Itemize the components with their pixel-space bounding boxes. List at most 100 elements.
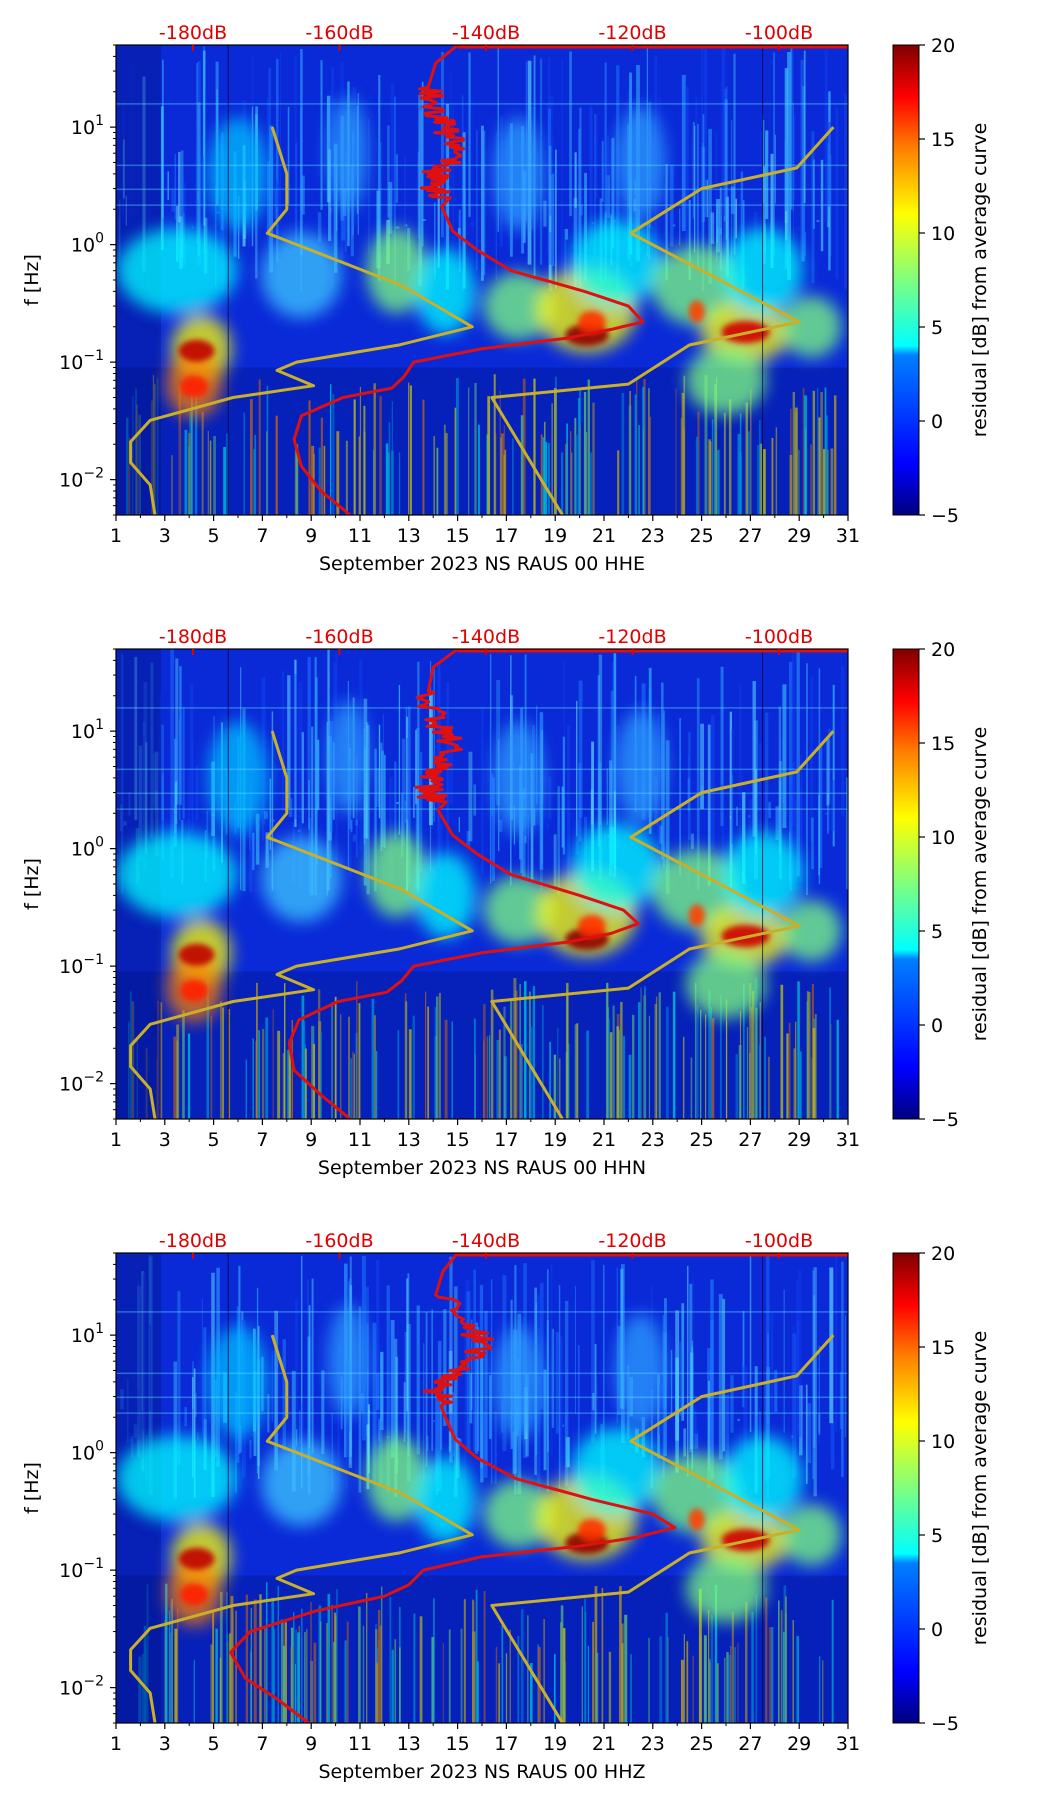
spectrogram-streak xyxy=(271,1350,274,1422)
spectrogram-streak xyxy=(778,780,782,810)
spectrogram-spike xyxy=(592,1621,594,1723)
spectrogram-streak xyxy=(496,680,501,806)
mean-psd-curve xyxy=(292,45,645,515)
spectrogram-streak xyxy=(307,1279,309,1493)
spectrogram-streak xyxy=(390,1320,395,1458)
spectrogram-spike xyxy=(168,1610,171,1723)
spectrogram-spike xyxy=(547,442,550,515)
x-tick-label: 27 xyxy=(738,1733,762,1755)
spectrogram-spike xyxy=(346,1621,349,1723)
spectrogram-streak xyxy=(301,1402,304,1452)
spectrogram-streak xyxy=(748,815,751,818)
spectrogram-spike xyxy=(512,438,514,515)
spectrogram-streak xyxy=(394,761,397,841)
x-tick-label: 17 xyxy=(494,1733,518,1755)
colorbar-tick-label: 5 xyxy=(931,317,943,339)
spectrogram-spike xyxy=(178,385,182,515)
db-tick-label: -160dB xyxy=(305,1230,373,1252)
spectrogram-spike xyxy=(788,1022,791,1119)
spectrogram-streak xyxy=(794,801,797,884)
spectrogram-spike xyxy=(717,1663,719,1723)
spectrogram-spike xyxy=(188,433,191,515)
spectrogram-streak xyxy=(197,1432,199,1441)
spectrogram-spike xyxy=(359,1606,361,1723)
energy-blob xyxy=(781,900,842,962)
spectrogram-spike xyxy=(277,1585,280,1723)
energy-blob xyxy=(117,831,237,918)
spectrogram-spike xyxy=(759,443,762,515)
spectrogram-streak xyxy=(174,781,178,824)
spectrogram-spike xyxy=(245,1594,249,1723)
spectrogram-spike xyxy=(375,1051,378,1119)
y-tick-label: 101 xyxy=(71,717,104,743)
spectrogram-streak xyxy=(549,215,552,233)
energy-hotspot xyxy=(577,1518,606,1541)
energy-blob xyxy=(615,709,666,824)
spectrogram-spike xyxy=(820,391,823,515)
spectrogram-streak xyxy=(437,1341,442,1492)
spectrogram-spike xyxy=(648,1637,650,1723)
spectrogram-streak xyxy=(830,154,832,257)
spectrogram-streak xyxy=(301,732,304,824)
spectrogram-spike xyxy=(640,987,642,1119)
spectrogram-spike xyxy=(836,1019,839,1119)
energy-blob xyxy=(781,296,842,358)
spectrogram-streak xyxy=(366,1323,369,1432)
spectrogram-streak xyxy=(604,62,607,248)
spectrogram-streak xyxy=(663,710,666,868)
spectrogram-streak xyxy=(490,1279,493,1485)
spectrogram-spike xyxy=(486,1036,489,1119)
colorbar-gradient xyxy=(892,44,920,516)
spectrogram-streak xyxy=(183,183,186,268)
spectrogram-spike xyxy=(794,407,798,515)
spectrogram-spike xyxy=(301,1608,303,1723)
spectrogram-streak xyxy=(846,777,848,890)
spectrogram-spike xyxy=(284,1622,287,1723)
spectrogram-streak xyxy=(598,762,602,825)
spectrogram-streak xyxy=(193,1368,196,1499)
spectrogram-streak xyxy=(715,132,718,213)
spectrogram-spike xyxy=(259,1594,262,1723)
spectrogram-spike xyxy=(798,449,800,515)
spectrogram-spike xyxy=(530,1663,533,1723)
y-tick-label: 10−1 xyxy=(59,348,104,374)
spectrogram-spike xyxy=(743,983,745,1119)
spectrogram-streak xyxy=(419,752,423,873)
spectrogram-streak xyxy=(825,812,828,815)
y-axis: 10−2 10−1 100 101 xyxy=(59,648,116,1120)
spectrogram-streak xyxy=(784,141,789,270)
spectrogram-streak xyxy=(564,228,569,240)
spectrogram-streak xyxy=(203,1327,207,1439)
spectrogram-spike xyxy=(235,1610,238,1723)
spectrogram-spike xyxy=(348,1016,350,1119)
spectrogram-spike xyxy=(643,378,646,515)
spectrogram-spike xyxy=(723,412,726,515)
spectrogram-streak xyxy=(372,1322,377,1485)
spectrogram-streak xyxy=(308,779,310,830)
spectrogram-streak xyxy=(768,801,771,819)
spectrogram-streak xyxy=(449,1256,453,1463)
spectrogram-spike xyxy=(700,1009,702,1119)
spectrogram-streak xyxy=(628,207,630,227)
spectrogram-streak xyxy=(807,1403,812,1463)
spectrogram-streak xyxy=(422,219,426,222)
spectrogram-streak xyxy=(835,1256,838,1432)
spectrogram-streak xyxy=(341,210,346,241)
spectrogram-spike xyxy=(490,989,494,1119)
spectrogram-spike xyxy=(632,1014,635,1119)
spectrogram-spike xyxy=(433,1598,435,1723)
spectrogram-streak xyxy=(603,1264,605,1499)
spectrogram-streak xyxy=(296,1429,298,1447)
spectrogram-spike xyxy=(789,454,793,515)
spectrogram-spike xyxy=(621,392,625,515)
db-tick-label: -160dB xyxy=(305,626,373,648)
spectrogram-streak xyxy=(381,750,385,848)
spectrogram-spike xyxy=(331,1002,333,1119)
spectrogram-spike xyxy=(745,1601,748,1723)
spectrogram-spike xyxy=(340,1014,342,1119)
spectrogram-streak xyxy=(394,1338,398,1497)
spectrogram-spike xyxy=(275,415,278,515)
energy-blob xyxy=(686,1554,766,1623)
spectrogram-streak xyxy=(691,138,693,267)
spectrogram-spike xyxy=(206,979,210,1119)
